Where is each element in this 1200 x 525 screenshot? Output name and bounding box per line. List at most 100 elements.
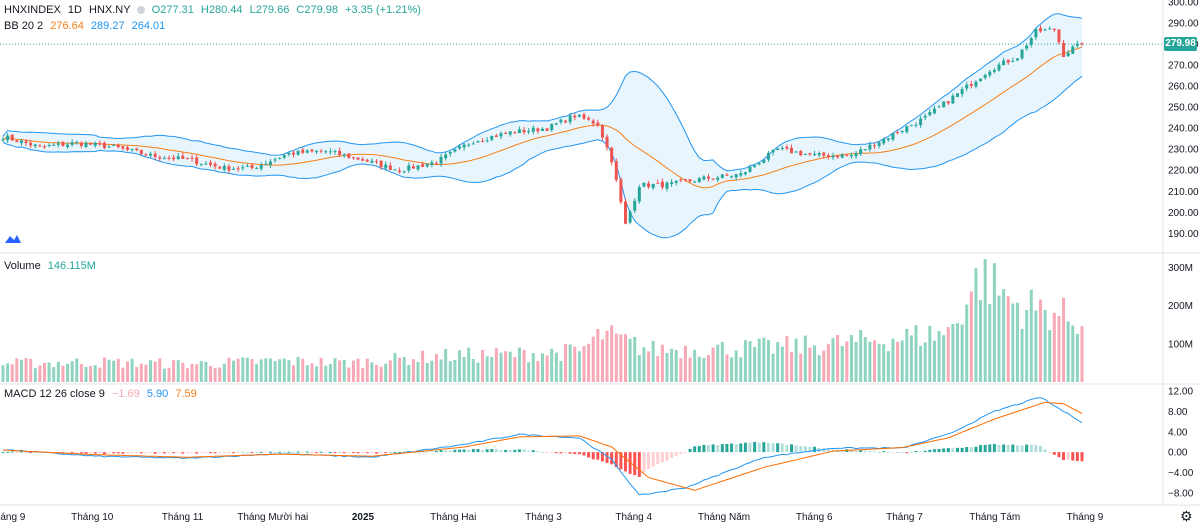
macd-histogram-bar: [679, 452, 683, 455]
volume-bar: [319, 357, 323, 382]
volume-bar: [222, 363, 226, 382]
macd-line-value: 5.90: [146, 388, 169, 400]
volume-bar: [116, 358, 120, 382]
ohlc-high: H280.44: [200, 4, 243, 16]
volume-bar: [1048, 330, 1052, 382]
volume-bar: [393, 352, 397, 382]
time-axis[interactable]: Tháng 9 Tháng 10 Tháng 11 Tháng Mười hai 202…: [0, 512, 1104, 523]
macd-histogram-bar: [347, 452, 351, 454]
axis-tick-label: 220.00: [1168, 166, 1199, 177]
macd-histogram-bar: [656, 452, 660, 465]
gear-icon[interactable]: ⚙: [1180, 508, 1193, 524]
volume-bar: [130, 358, 134, 382]
macd-histogram-bar: [315, 452, 319, 454]
candle-body: [10, 134, 14, 141]
time-tick-label: 2025: [352, 512, 375, 523]
macd-histogram-bar: [859, 450, 863, 453]
volume-bar: [619, 334, 623, 382]
candle-body: [61, 142, 65, 146]
volume-bar: [245, 357, 249, 382]
volume-bar: [471, 359, 475, 382]
time-tick-label: Tháng 11: [162, 512, 204, 523]
volume-bar: [305, 365, 309, 382]
candle-body: [439, 156, 443, 164]
bb-basis-line: [2, 46, 1083, 189]
macd-histogram-bar: [10, 451, 14, 453]
macd-histogram-bar: [711, 444, 715, 453]
volume-bar: [942, 335, 946, 382]
volume-bar: [813, 345, 817, 382]
macd-histogram-bar: [559, 452, 563, 454]
volume-bar: [711, 347, 715, 382]
macd-histogram-bar: [905, 452, 909, 454]
volume-bar: [79, 364, 83, 382]
candle-body: [471, 143, 475, 145]
symbol-label[interactable]: HNXINDEX: [4, 4, 61, 16]
volume-bar: [89, 366, 93, 382]
macd-histogram-bar: [743, 442, 747, 453]
candle-body: [683, 179, 687, 181]
candle-body: [1043, 29, 1047, 31]
candle-body: [790, 147, 793, 154]
candle-body: [799, 151, 803, 156]
tradingview-logo-icon[interactable]: [4, 232, 22, 244]
volume-bar: [379, 366, 383, 382]
candle-body: [1020, 49, 1024, 59]
macd-histogram-bar: [702, 444, 706, 453]
candle-body: [305, 150, 309, 153]
macd-histogram-bar: [365, 452, 369, 454]
candle-body: [434, 163, 438, 165]
volume-bar: [264, 358, 268, 382]
candle-body: [647, 183, 651, 187]
volume-bar: [536, 361, 540, 382]
macd-histogram-bar: [481, 449, 485, 453]
macd-histogram-bar: [674, 452, 678, 456]
candle-body: [748, 166, 752, 172]
volume-bar: [937, 330, 941, 382]
volume-bar: [24, 358, 28, 382]
volume-legend[interactable]: Volume 146.115M: [4, 260, 100, 272]
candle-body: [637, 187, 641, 202]
macd-histogram-bar: [273, 451, 277, 453]
volume-bar: [467, 347, 471, 382]
price-axis[interactable]: 300.00290.00280.00270.00260.00250.00240.…: [1168, 0, 1199, 499]
bb-legend[interactable]: BB 20 2 276.64 289.27 264.01: [4, 20, 169, 32]
macd-histogram-bar: [942, 448, 946, 453]
macd-histogram-bar: [485, 449, 489, 453]
macd-histogram-bar: [610, 452, 614, 465]
bb-lower-line: [2, 75, 1083, 239]
volume-bar: [102, 357, 106, 382]
volume-bar: [338, 360, 342, 382]
candle-body: [190, 157, 194, 159]
candle-body: [937, 106, 941, 108]
candle-body: [693, 181, 697, 183]
macd-histogram-bar: [932, 449, 936, 453]
volume-bar: [1029, 289, 1033, 382]
volume-bar: [674, 350, 678, 382]
macd-histogram-bar: [310, 452, 314, 454]
macd-histogram-bar: [1043, 449, 1047, 453]
axis-tick-label: 190.00: [1168, 229, 1199, 240]
volume-bar: [670, 348, 674, 382]
candle-body: [421, 164, 425, 167]
macd-histogram-bar: [508, 450, 512, 453]
candle-body: [900, 130, 904, 133]
candlestick-series: [1, 25, 1084, 225]
candle-body: [522, 129, 526, 133]
axis-tick-label: −4.00: [1168, 468, 1194, 479]
macd-histogram-bar: [642, 452, 646, 473]
candle-body: [282, 155, 286, 158]
candle-body: [356, 157, 360, 160]
candle-body: [873, 145, 876, 147]
candle-body: [965, 84, 969, 89]
axis-tick-label: 4.00: [1168, 427, 1188, 438]
volume-bar: [126, 361, 129, 382]
candle-body: [504, 132, 508, 134]
candle-body: [139, 149, 143, 155]
macd-legend[interactable]: MACD 12 26 close 9 −1.69 5.90 7.59: [4, 388, 201, 400]
volume-bar: [315, 366, 319, 382]
macd-histogram-bar: [900, 452, 904, 454]
ohlc-close: C279.98: [296, 4, 338, 16]
volume-bar: [296, 356, 300, 382]
